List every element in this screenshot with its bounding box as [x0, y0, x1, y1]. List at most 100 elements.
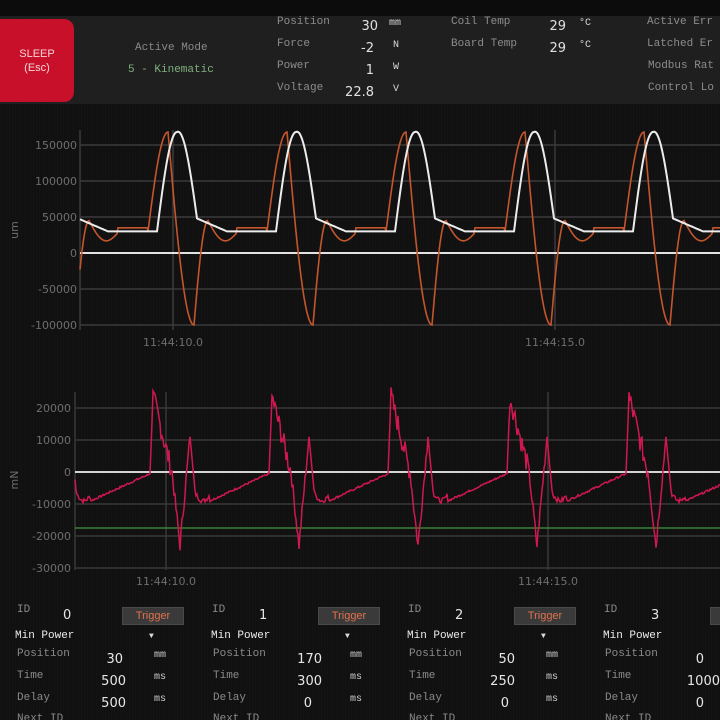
sleep-button[interactable]: SLEEP (Esc): [0, 19, 74, 102]
header-top-strip: [0, 0, 720, 16]
dropdown-caret-icon[interactable]: ▼: [149, 632, 154, 641]
delay-input[interactable]: 0: [695, 696, 704, 711]
delay-label: Delay: [605, 692, 639, 704]
y-axis-title: um: [8, 221, 21, 239]
coil-temp-value: 29: [549, 19, 566, 34]
id-value[interactable]: 0: [63, 608, 72, 623]
control-loop-label: Control Lo: [648, 82, 715, 94]
step-panel-3: ID 3 Min Power Position 0 Time 1000 Dela…: [588, 600, 720, 720]
x-tick-2: 11:44:15.0: [525, 336, 585, 349]
y-tick-50000: 50000: [42, 211, 77, 224]
board-temp-unit: °C: [579, 40, 592, 51]
trigger-button[interactable]: [710, 607, 720, 625]
delay-input[interactable]: 500: [101, 696, 126, 711]
force-chart[interactable]: 20000 10000 0 -10000 -20000 -30000 mN 11…: [0, 385, 720, 590]
modbus-rate-label: Modbus Rat: [648, 60, 715, 72]
time-label: Time: [213, 670, 240, 682]
id-label: ID: [17, 604, 31, 616]
position-label: Position: [409, 648, 462, 660]
coil-temp-label: Coil Temp: [451, 16, 511, 28]
y-tick-100000: 100000: [35, 175, 77, 188]
force-grid: [74, 392, 720, 570]
mode-select[interactable]: Min Power: [407, 630, 467, 642]
y-tick-20000: 20000: [36, 402, 71, 415]
next-id-label: Next ID: [17, 713, 64, 720]
position-unit: mm: [350, 650, 363, 661]
id-label: ID: [604, 604, 618, 616]
y-tick-minus-100000: -100000: [31, 319, 77, 332]
position-label: Position: [277, 16, 330, 28]
time-label: Time: [409, 670, 436, 682]
power-value: 1: [365, 63, 374, 78]
position-label: Position: [605, 648, 658, 660]
sleep-button-label: SLEEP: [19, 47, 55, 60]
delay-input[interactable]: 0: [303, 696, 312, 711]
x-tick-1: 11:44:10.0: [143, 336, 203, 349]
force-label: Force: [277, 38, 311, 50]
latched-error-label: Latched Er: [647, 38, 714, 50]
position-chart[interactable]: 150000 100000 50000 0 -50000 -100000 um …: [0, 110, 720, 355]
delay-label: Delay: [213, 692, 247, 704]
id-label: ID: [408, 604, 422, 616]
step-panel-1: ID 1 Trigger Min Power ▼ Position 170 mm…: [196, 600, 392, 720]
id-label: ID: [212, 604, 226, 616]
time-label: Time: [605, 670, 632, 682]
position-input[interactable]: 30: [106, 652, 123, 667]
mode-select[interactable]: Min Power: [211, 630, 271, 642]
delay-unit: ms: [350, 694, 363, 705]
position-value: 30: [361, 19, 378, 34]
y-tick-0: 0: [64, 466, 71, 479]
position-input[interactable]: 0: [695, 652, 704, 667]
force-series: [74, 387, 720, 551]
y-axis-title: mN: [8, 471, 21, 490]
voltage-value: 22.8: [345, 85, 374, 100]
trigger-button[interactable]: Trigger: [122, 607, 184, 625]
trigger-button[interactable]: Trigger: [318, 607, 380, 625]
force-value: -2: [361, 41, 374, 56]
dropdown-caret-icon[interactable]: ▼: [541, 632, 546, 641]
power-label: Power: [277, 60, 311, 72]
id-value[interactable]: 2: [455, 608, 464, 623]
step-panel-0: ID 0 Trigger Min Power ▼ Position 30 mm …: [0, 600, 196, 720]
position-unit: mm: [154, 650, 167, 661]
time-unit: ms: [350, 672, 363, 683]
time-unit: ms: [154, 672, 167, 683]
board-temp-label: Board Temp: [451, 38, 518, 50]
time-unit: ms: [546, 672, 559, 683]
delay-input[interactable]: 0: [500, 696, 509, 711]
time-input[interactable]: 500: [101, 674, 126, 689]
delay-unit: ms: [546, 694, 559, 705]
position-input[interactable]: 50: [498, 652, 515, 667]
dropdown-caret-icon[interactable]: ▼: [345, 632, 350, 641]
force-unit: N: [393, 40, 400, 51]
delay-unit: ms: [154, 694, 167, 705]
position-input[interactable]: 170: [297, 652, 322, 667]
active-mode-label: Active Mode: [135, 42, 208, 54]
trigger-button[interactable]: Trigger: [514, 607, 576, 625]
sleep-button-shortcut: (Esc): [24, 61, 50, 74]
id-value[interactable]: 3: [651, 608, 660, 623]
y-tick-minus-50000: -50000: [38, 283, 77, 296]
y-tick-minus-30000: -30000: [32, 562, 71, 575]
position-unit: mm: [389, 18, 402, 29]
mode-select[interactable]: Min Power: [603, 630, 663, 642]
mode-select[interactable]: Min Power: [15, 630, 75, 642]
coil-temp-unit: °C: [579, 18, 592, 29]
voltage-unit: V: [393, 84, 400, 95]
y-tick-150000: 150000: [35, 139, 77, 152]
power-unit: W: [393, 62, 400, 73]
time-input[interactable]: 250: [490, 674, 515, 689]
x-tick-2: 11:44:15.0: [518, 575, 578, 588]
x-tick-1: 11:44:10.0: [136, 575, 196, 588]
delay-label: Delay: [409, 692, 443, 704]
y-tick-10000: 10000: [36, 434, 71, 447]
active-error-label: Active Err: [647, 16, 714, 28]
position-target-series: [79, 130, 720, 233]
next-id-label: Next ID: [409, 713, 456, 720]
position-actual-series: [79, 130, 720, 327]
time-input[interactable]: 300: [297, 674, 322, 689]
time-input[interactable]: 1000: [686, 674, 720, 689]
voltage-label: Voltage: [277, 82, 324, 94]
id-value[interactable]: 1: [259, 608, 268, 623]
position-label: Position: [213, 648, 266, 660]
